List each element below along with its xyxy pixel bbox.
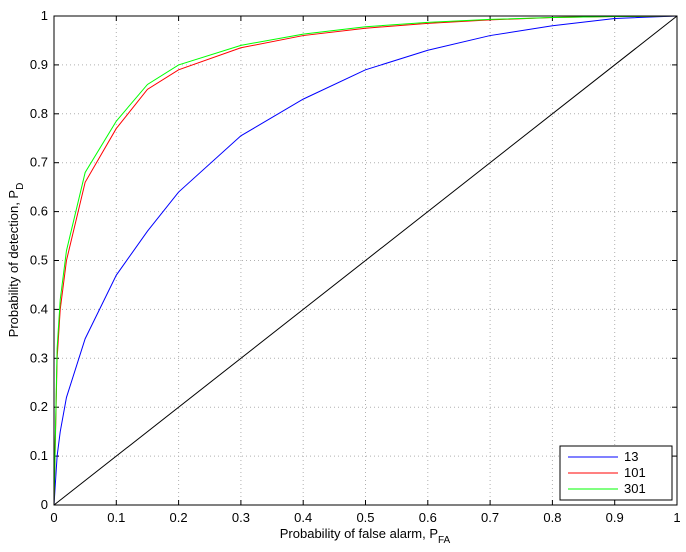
x-label-sub: FA: [438, 535, 451, 546]
y-tick-label: 0.8: [30, 106, 48, 121]
x-label-main: Probability of false alarm, P: [280, 526, 438, 541]
x-axis-label: Probability of false alarm, PFA: [280, 526, 451, 546]
x-tick-label: 1: [673, 510, 680, 525]
y-tick-label: 0.9: [30, 57, 48, 72]
x-tick-label: 0.5: [356, 510, 374, 525]
x-tick-label: 0.6: [419, 510, 437, 525]
x-tick-label: 0: [50, 510, 57, 525]
legend-label: 13: [624, 449, 638, 464]
x-tick-label: 0.3: [232, 510, 250, 525]
x-tick-label: 0.1: [107, 510, 125, 525]
x-tick-label: 0.2: [170, 510, 188, 525]
y-tick-label: 0.4: [30, 301, 48, 316]
y-label-main: Probability of detection, P: [6, 190, 21, 337]
legend-label: 101: [624, 465, 646, 480]
y-tick-label: 0.2: [30, 399, 48, 414]
y-tick-label: 0.7: [30, 155, 48, 170]
y-tick-label: 1: [41, 8, 48, 23]
y-tick-label: 0.6: [30, 204, 48, 219]
y-tick-label: 0.3: [30, 350, 48, 365]
y-label-sub: D: [15, 183, 26, 190]
y-axis-label: Probability of detection, PD: [6, 183, 26, 338]
x-tick-label: 0.7: [481, 510, 499, 525]
reference-line: [53, 15, 678, 506]
plot-frame: [53, 15, 678, 506]
series-line: [53, 15, 678, 506]
legend-label: 301: [624, 481, 646, 496]
series-line: [53, 15, 678, 506]
x-tick-label: 0.8: [543, 510, 561, 525]
y-tick-label: 0: [41, 497, 48, 512]
y-tick-label: 0.1: [30, 448, 48, 463]
x-tick-label: 0.4: [294, 510, 312, 525]
x-tick-label: 0.9: [606, 510, 624, 525]
y-tick-label: 0.5: [30, 253, 48, 268]
